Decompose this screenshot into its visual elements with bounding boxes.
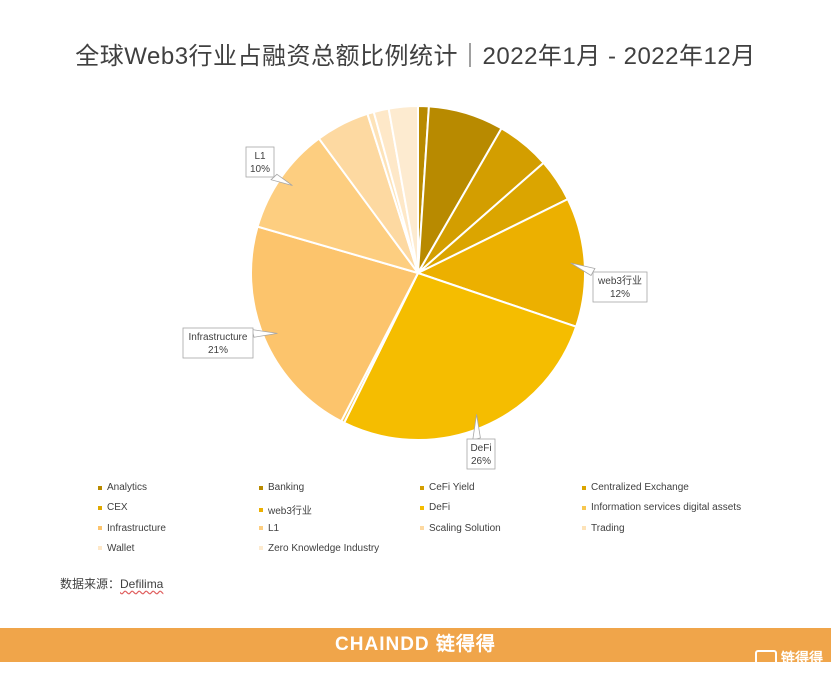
callout-percent: 26%	[471, 456, 491, 467]
logo-icon	[755, 650, 777, 669]
legend-label: Centralized Exchange	[591, 482, 689, 493]
legend-item: Analytics	[98, 482, 147, 493]
legend-label: Information services digital assets	[591, 502, 742, 514]
legend-item: CEX	[98, 502, 128, 513]
callout-percent: 10%	[250, 164, 270, 175]
pie-slice-zero-knowledge-industry	[387, 104, 419, 274]
legend-item: Banking	[259, 482, 304, 493]
callout-percent: 12%	[610, 289, 630, 300]
legend-swatch	[98, 505, 102, 510]
chart-title: 全球Web3行业占融资总额比例统计｜2022年1月 - 2022年12月	[75, 43, 756, 70]
legend-label: Wallet	[107, 542, 135, 554]
legend-swatch	[582, 485, 586, 490]
data-source: 数据来源：Defilima	[60, 575, 163, 592]
footer-logo-text: 链得得	[781, 650, 823, 666]
legend-swatch	[98, 526, 102, 531]
legend-item: Wallet	[98, 543, 134, 554]
legend-swatch	[259, 526, 263, 531]
legend-swatch	[420, 485, 424, 490]
callout-label: Infrastructure	[189, 332, 248, 343]
callout-box	[592, 271, 648, 303]
callout-box	[245, 146, 275, 178]
pie-slice-infrastructure	[250, 225, 420, 423]
footer-bar: CHAINDD 链得得	[0, 628, 831, 662]
legend-item: Zero Knowledge Industry	[259, 543, 379, 554]
legend-swatch	[98, 546, 102, 551]
legend-label: Analytics	[107, 482, 148, 493]
legend-item: CeFi Yield	[420, 482, 475, 493]
legend-swatch	[420, 526, 424, 531]
legend-label: Scaling Solution	[429, 522, 501, 534]
legend-item: DeFi	[420, 502, 450, 513]
footer-logo-sub: CHAINDD	[768, 668, 810, 675]
legend-swatch	[98, 485, 102, 490]
callout-label: DeFi	[470, 443, 491, 454]
legend-item: L1	[259, 523, 279, 534]
legend-swatch	[582, 505, 586, 510]
legend-item: Scaling Solution	[420, 523, 501, 534]
legend-label: CeFi Yield	[429, 482, 475, 493]
footer-logo: 链得得 CHAINDD	[755, 648, 823, 674]
callout-box	[182, 327, 254, 359]
legend-label: L1	[268, 522, 280, 534]
legend-item: web3行业	[259, 502, 312, 517]
legend-label: Trading	[591, 522, 625, 534]
pie-slice-web3-	[415, 197, 586, 328]
legend-label: web3行业	[268, 506, 312, 518]
callout-box	[466, 438, 496, 470]
legend-label: CEX	[107, 502, 128, 514]
pie-slice-defi	[342, 271, 578, 441]
legend-swatch	[259, 485, 263, 490]
legend-label: Zero Knowledge Industry	[268, 542, 380, 554]
legend-swatch	[259, 546, 263, 551]
legend-label: Banking	[268, 482, 305, 493]
legend-item: Information services digital assets	[582, 502, 741, 513]
legend-swatch	[259, 507, 263, 512]
source-name: Defilima	[120, 577, 164, 591]
legend-item: Infrastructure	[98, 523, 166, 534]
footer-brand: CHAINDD 链得得	[335, 634, 496, 655]
legend-swatch	[420, 505, 424, 510]
source-prefix: 数据来源：	[60, 577, 121, 591]
legend-label: DeFi	[429, 502, 451, 514]
legend-swatch	[582, 526, 586, 531]
callout-label: L1	[254, 151, 266, 162]
legend-label: Infrastructure	[107, 522, 166, 534]
callout-percent: 21%	[208, 345, 228, 356]
callout-label: web3行业	[597, 274, 642, 287]
legend-item: Trading	[582, 523, 625, 534]
legend-item: Centralized Exchange	[582, 482, 689, 493]
